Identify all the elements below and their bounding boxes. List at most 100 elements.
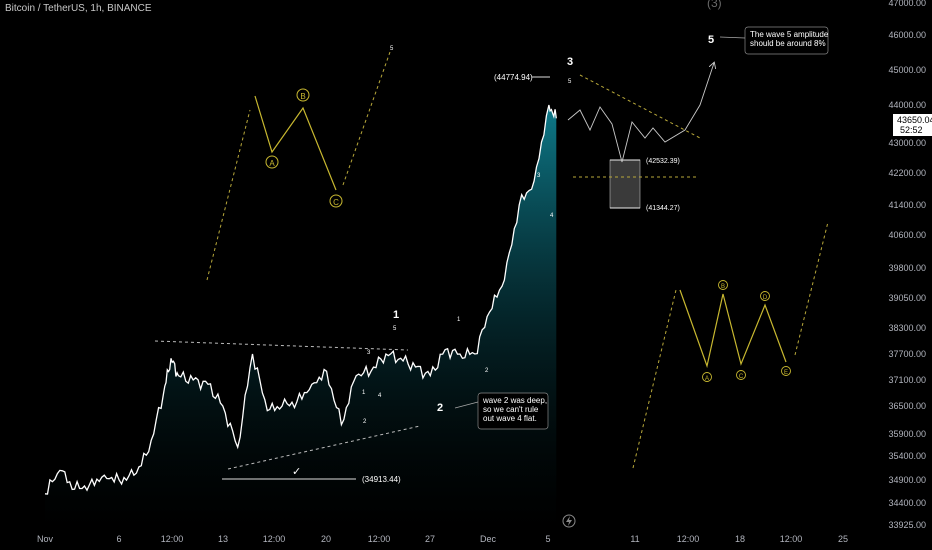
- price-tick-label: 42200.00: [888, 168, 926, 178]
- sub-wave-label: 5: [568, 79, 572, 85]
- wave-label-1: 1: [393, 309, 399, 321]
- wave2-note-line: so we can't rule: [483, 405, 539, 414]
- projection-channel-line: [579, 74, 701, 139]
- projection-path: [567, 63, 714, 163]
- low-price-label: (34913.44): [362, 475, 401, 484]
- lightning-icon[interactable]: [562, 514, 576, 528]
- abc-circle: [265, 155, 279, 169]
- symbol-title: Bitcoin / TetherUS, 1h, BINANCE: [5, 3, 152, 14]
- wave5-note-line: should be around 8%: [750, 39, 826, 48]
- time-tick-label: 12:00: [161, 534, 184, 544]
- sub-wave-label: 2: [363, 419, 367, 425]
- countdown-value: 52:52: [900, 125, 923, 135]
- time-tick-label: 25: [838, 534, 848, 544]
- price-tick-label: 34400.00: [888, 498, 926, 508]
- time-tick-label: 18: [735, 534, 745, 544]
- upper-trendline: [154, 340, 409, 351]
- wave-label-3: 3: [567, 56, 573, 68]
- wave5-note-pointer: [719, 36, 746, 39]
- sub-wave-label: 1: [362, 390, 366, 396]
- time-tick-label: 12:00: [677, 534, 700, 544]
- price-area: [45, 105, 557, 530]
- price-tick-label: 39050.00: [888, 293, 926, 303]
- price-tick-label: 38300.00: [888, 323, 926, 333]
- abcde-circle: [781, 366, 791, 376]
- sub-wave-label: 2: [485, 368, 489, 374]
- wave5-note-line: The wave 5 amplitude: [750, 30, 829, 39]
- sub-wave-label: 3: [367, 350, 371, 356]
- high-price-label: (44774.94): [494, 73, 533, 82]
- time-tick-label: 27: [425, 534, 435, 544]
- abcde-label: C: [739, 374, 744, 380]
- time-tick-label: 12:00: [368, 534, 391, 544]
- price-tick-label: 36500.00: [888, 401, 926, 411]
- time-tick-label: 13: [218, 534, 228, 544]
- time-tick-label: 20: [321, 534, 331, 544]
- abc-label: A: [269, 159, 275, 168]
- abcde-circle: [760, 291, 770, 301]
- price-tick-label: 41400.00: [888, 200, 926, 210]
- price-tick-label: 47000.00: [888, 0, 926, 8]
- price-tick-label: 44000.00: [888, 100, 926, 110]
- wave2-note-box: [477, 392, 549, 430]
- abc-lead-out: [342, 51, 391, 186]
- abcde-circle: [718, 280, 728, 290]
- price-tick-label: 33925.00: [888, 520, 926, 530]
- sub-wave-label: 4: [550, 213, 554, 219]
- price-tick-label: 43000.00: [888, 138, 926, 148]
- sub-wave-label: 1: [457, 317, 461, 323]
- sub-wave-label: 4: [378, 393, 382, 399]
- wave2-note-pointer: [454, 401, 479, 409]
- wave5-note-box: [744, 26, 829, 55]
- price-tick-label: 35900.00: [888, 429, 926, 439]
- price-tick-label: 34900.00: [888, 475, 926, 485]
- abcde-lead-in: [632, 289, 677, 469]
- price-tick-label: 40600.00: [888, 230, 926, 240]
- price-tick-label: 45000.00: [888, 65, 926, 75]
- abcde-circle: [702, 372, 712, 382]
- box-bottom-price: (41344.27): [646, 205, 680, 212]
- abcde-label: A: [705, 376, 709, 382]
- wave-label-2: 2: [437, 402, 443, 414]
- abc-zigzag: [254, 95, 337, 191]
- time-tick-label: 12:00: [263, 534, 286, 544]
- wave2-note-line: wave 2 was deep,: [482, 396, 547, 405]
- price-series-line: [44, 104, 557, 495]
- price-tick-label: 37700.00: [888, 349, 926, 359]
- abcde-zigzag: [679, 289, 787, 369]
- current-price-tag: 43650.04 52:52: [893, 114, 932, 136]
- price-axis[interactable]: 47000.00 46000.00 45000.00 44000.00 43000.00…: [888, 0, 926, 530]
- abcde-label: B: [721, 284, 725, 290]
- price-area-fill: [45, 105, 557, 530]
- abc-circle: [329, 194, 343, 208]
- price-tick-label: 37100.00: [888, 375, 926, 385]
- time-tick-label: Dec: [480, 534, 497, 544]
- sub-wave-label: 5: [393, 326, 397, 332]
- time-tick-label: 11: [630, 534, 639, 544]
- abc-lead-in: [206, 109, 251, 281]
- price-tick-label: 35400.00: [888, 451, 926, 461]
- sub-wave-label: 3: [537, 173, 541, 179]
- top-wave-label: (3): [707, 0, 722, 10]
- wave2-note-line: out wave 4 flat.: [483, 414, 537, 423]
- wave4-zone-box: [609, 159, 641, 209]
- abc-label: C: [333, 198, 339, 207]
- time-axis[interactable]: Nov 6 12:00 13 12:00 20 12:00 27 Dec 5 11 12:00 18 12…: [37, 534, 848, 544]
- time-tick-label: 12:00: [780, 534, 803, 544]
- abc-label: B: [300, 92, 305, 101]
- time-tick-label: 6: [116, 534, 121, 544]
- abcde-label: D: [763, 295, 768, 301]
- abcde-lead-out: [794, 221, 829, 356]
- abc-wave-5-tag: 5: [390, 46, 394, 52]
- abc-circle: [296, 88, 310, 102]
- price-tick-label: 46000.00: [888, 30, 926, 40]
- abcde-circle: [736, 370, 746, 380]
- current-price-value: 43650.04: [897, 115, 932, 125]
- price-line: [44, 104, 557, 495]
- lower-trendline: [227, 425, 421, 470]
- time-tick-label: 5: [545, 534, 550, 544]
- wave-label-5: 5: [708, 34, 714, 46]
